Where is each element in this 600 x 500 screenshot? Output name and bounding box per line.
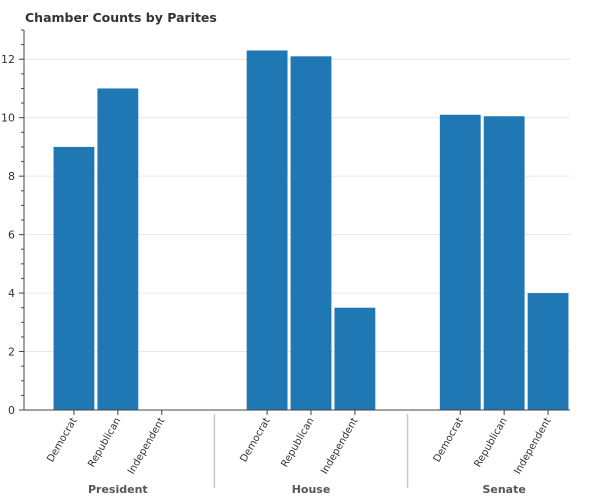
- y-tick-label: 8: [8, 170, 15, 183]
- bars: [53, 50, 569, 411]
- x-category-label: Democrat: [45, 416, 79, 464]
- y-tick-label: 0: [8, 404, 15, 417]
- bar-senate-democrat: [439, 114, 481, 411]
- x-category-label: Independent: [126, 416, 167, 476]
- chart-title: Chamber Counts by Parites: [25, 10, 217, 25]
- x-category-label: Republican: [86, 416, 123, 469]
- x-group-label: House: [292, 483, 331, 496]
- y-tick-label: 4: [8, 287, 15, 300]
- x-category-label: Democrat: [238, 416, 272, 464]
- x-category-label: Democrat: [432, 416, 466, 464]
- x-category-label: Republican: [279, 416, 316, 469]
- y-tick-label: 10: [1, 112, 15, 125]
- x-category-label: Independent: [319, 416, 360, 476]
- y-tick-label: 2: [8, 346, 15, 359]
- y-tick-label: 6: [8, 229, 15, 242]
- axes: [19, 29, 570, 488]
- bar-senate-republican: [483, 116, 525, 410]
- x-group-label: President: [88, 483, 148, 496]
- bar-president-republican: [97, 88, 139, 410]
- x-category-label: Republican: [473, 416, 510, 469]
- x-group-label: Senate: [482, 483, 525, 496]
- bar-house-democrat: [246, 50, 288, 410]
- y-tick-label: 12: [1, 53, 15, 66]
- bar-house-republican: [290, 56, 332, 411]
- x-category-label: Independent: [512, 416, 553, 476]
- bar-president-democrat: [53, 146, 95, 410]
- bar-senate-independent: [527, 293, 569, 410]
- bar-house-independent: [334, 307, 376, 410]
